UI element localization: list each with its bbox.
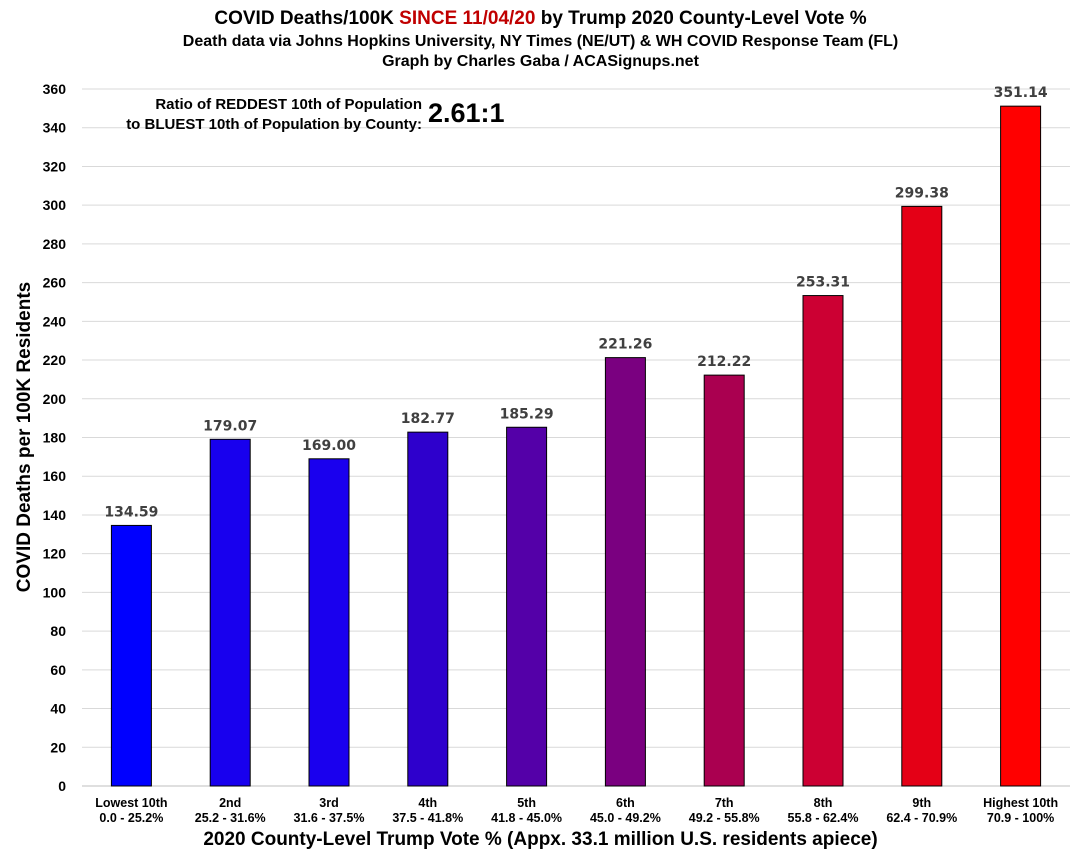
x-tick-range: 45.0 - 49.2% [590, 811, 661, 825]
x-tick-label: 9th [912, 796, 931, 810]
data-label: 169.00 [302, 438, 356, 454]
ratio-annotation: Ratio of REDDEST 10th of Population to B… [100, 95, 422, 135]
x-tick-range: 37.5 - 41.8% [392, 811, 463, 825]
y-tick-label: 340 [43, 120, 67, 136]
x-tick-label: 3rd [319, 796, 338, 810]
x-tick-range: 0.0 - 25.2% [99, 811, 163, 825]
data-label: 212.22 [697, 354, 751, 370]
chart-subtitle-sources: Death data via Johns Hopkins University,… [182, 33, 899, 50]
chart-title: COVID Deaths/100K SINCE 11/04/20 by Trum… [0, 8, 1081, 30]
y-tick-label: 300 [43, 197, 67, 213]
y-tick-label: 100 [43, 584, 67, 600]
x-tick-label: 7th [715, 796, 734, 810]
y-tick-label: 180 [43, 430, 67, 446]
x-tick-range: 25.2 - 31.6% [195, 811, 266, 825]
ratio-annotation-line-2: to BLUEST 10th of Population by County: [126, 116, 422, 133]
y-tick-label: 60 [50, 662, 66, 678]
x-tick-label: 4th [418, 796, 437, 810]
bar [802, 295, 844, 787]
y-tick-label: 220 [43, 352, 67, 368]
x-tick-range: 41.8 - 45.0% [491, 811, 562, 825]
y-tick-label: 80 [50, 623, 66, 639]
bar [901, 205, 943, 787]
data-label: 134.59 [104, 504, 158, 520]
x-tick-label: 2nd [219, 796, 241, 810]
x-tick-label: 8th [814, 796, 833, 810]
y-tick-label: 120 [43, 546, 67, 562]
x-tick-range: 49.2 - 55.8% [689, 811, 760, 825]
x-tick-label: 6th [616, 796, 635, 810]
y-tick-label: 0 [58, 778, 66, 794]
x-tick-label: Highest 10th [983, 796, 1058, 810]
y-tick-label: 140 [43, 507, 67, 523]
ratio-value: 2.61:1 [428, 98, 505, 128]
x-tick-label: Lowest 10th [95, 796, 167, 810]
data-label: 185.29 [500, 406, 554, 422]
x-tick-range: 31.6 - 37.5% [294, 811, 365, 825]
data-label: 253.31 [796, 275, 850, 291]
x-tick-range: 55.8 - 62.4% [788, 811, 859, 825]
y-tick-label: 280 [43, 236, 67, 252]
y-tick-label: 20 [50, 739, 66, 755]
y-axis-title: COVID Deaths per 100K Residents [14, 281, 35, 593]
data-label: 179.07 [203, 418, 257, 434]
x-tick-range: 70.9 - 100% [987, 811, 1054, 825]
chart-subtitle-credit: Graph by Charles Gaba / ACASignups.net [382, 53, 699, 70]
y-tick-label: 260 [43, 275, 67, 291]
x-axis-title: 2020 County-Level Trump Vote % (Appx. 33… [203, 829, 878, 850]
y-tick-label: 320 [43, 158, 67, 174]
y-tick-label: 40 [50, 701, 66, 717]
chart-title-pre: COVID Deaths/100K [214, 8, 400, 29]
y-tick-label: 360 [43, 81, 67, 97]
bar [1000, 105, 1042, 787]
ratio-annotation-line-1: Ratio of REDDEST 10th of Population [155, 96, 422, 113]
data-label: 182.77 [401, 411, 455, 427]
data-label: 221.26 [598, 337, 652, 353]
bar [407, 431, 449, 787]
data-label: 351.14 [994, 85, 1048, 101]
bar [308, 458, 350, 787]
bar [604, 357, 646, 787]
y-tick-label: 240 [43, 313, 67, 329]
y-tick-label: 200 [43, 391, 67, 407]
bar [506, 426, 548, 787]
x-tick-range: 62.4 - 70.9% [886, 811, 957, 825]
bar [209, 438, 251, 787]
x-tick-label: 5th [517, 796, 536, 810]
chart-title-post: by Trump 2020 County-Level Vote % [535, 8, 867, 29]
bar [110, 524, 152, 787]
bar [703, 374, 745, 787]
y-tick-label: 160 [43, 468, 67, 484]
chart-title-highlight: SINCE 11/04/20 [399, 8, 536, 29]
data-label: 299.38 [895, 185, 949, 201]
